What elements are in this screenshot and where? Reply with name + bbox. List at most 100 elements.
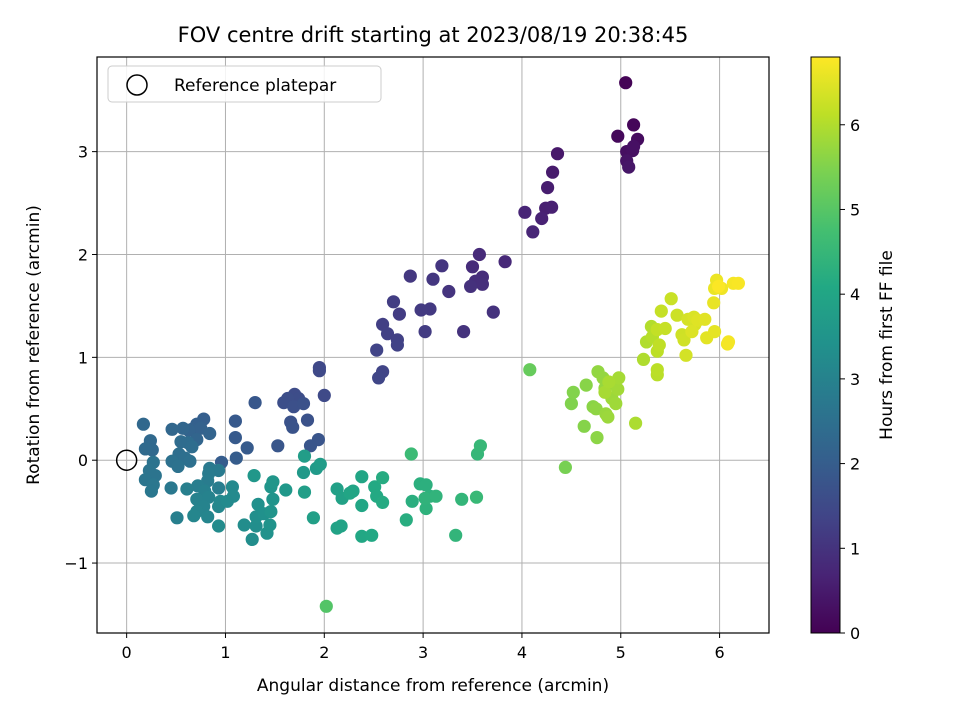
data-point: [355, 498, 369, 513]
data-point: [473, 439, 487, 453]
chart-title: FOV centre drift starting at 2023/08/19 …: [178, 23, 689, 47]
data-point: [486, 305, 500, 319]
legend-reference-marker: [126, 74, 148, 96]
data-point: [707, 296, 721, 310]
data-point: [545, 200, 559, 214]
data-point: [403, 269, 417, 283]
data-point: [376, 495, 390, 509]
data-point: [399, 513, 413, 527]
data-point: [303, 439, 318, 453]
data-point: [319, 599, 333, 613]
legend: Reference platepar: [107, 65, 382, 103]
data-point: [419, 478, 433, 492]
data-points: [136, 76, 746, 613]
data-point: [312, 364, 326, 378]
data-point: [313, 457, 327, 471]
data-point: [404, 447, 418, 461]
colorbar-ticks: 0 1 2 3 4 5 6: [840, 116, 860, 643]
y-tick-label: 3: [78, 143, 88, 162]
data-point: [457, 325, 471, 339]
data-point: [203, 426, 217, 441]
reference-platepar-marker: [115, 449, 138, 471]
data-point: [376, 471, 390, 485]
y-axis-label: Rotation from reference (arcmin): [24, 205, 44, 485]
data-point: [263, 518, 277, 532]
legend-label: Reference platepar: [174, 76, 336, 96]
colorbar-tick-label: 1: [850, 539, 860, 558]
data-point: [212, 481, 226, 495]
data-point: [240, 441, 254, 455]
data-point: [296, 397, 311, 411]
data-point: [297, 485, 312, 499]
data-point: [650, 363, 664, 377]
data-point: [579, 378, 593, 392]
data-point: [652, 338, 666, 352]
data-point: [392, 307, 406, 321]
data-point: [355, 470, 369, 484]
colorbar: 0 1 2 3 4 5 6 Hours from first FF file: [810, 56, 897, 643]
data-point: [386, 295, 401, 309]
colorbar-tick-label: 5: [850, 200, 860, 219]
data-point: [297, 449, 312, 463]
y-axis-ticks: −1 0 1 2 3: [64, 143, 97, 573]
data-point: [564, 397, 579, 411]
data-point: [541, 181, 555, 195]
data-point: [201, 510, 215, 524]
data-point: [212, 519, 226, 533]
data-point: [435, 259, 449, 273]
data-point: [317, 388, 331, 402]
x-tick-label: 2: [319, 643, 329, 662]
x-tick-label: 4: [517, 643, 527, 662]
data-point: [229, 451, 243, 465]
data-point: [286, 420, 300, 434]
data-point: [372, 371, 386, 385]
data-point: [228, 431, 242, 445]
data-point: [698, 312, 712, 326]
data-point: [558, 460, 573, 474]
data-point: [247, 469, 261, 483]
y-tick-label: 2: [78, 245, 88, 264]
data-point: [237, 518, 251, 532]
data-point: [277, 396, 291, 410]
y-tick-label: −1: [64, 554, 88, 573]
grid: [97, 57, 769, 633]
data-point: [654, 304, 668, 318]
data-point: [212, 463, 226, 478]
colorbar-tick-label: 2: [850, 455, 860, 474]
data-point: [414, 303, 428, 317]
colorbar-tick-label: 4: [850, 285, 860, 304]
data-point: [619, 76, 633, 90]
data-point: [612, 371, 626, 385]
data-point: [523, 363, 537, 377]
legend-box: [107, 65, 382, 103]
data-point: [455, 492, 469, 506]
data-point: [712, 279, 726, 293]
x-tick-label: 5: [616, 643, 626, 662]
data-point: [629, 416, 643, 430]
data-point: [469, 490, 484, 504]
data-point: [164, 481, 178, 495]
data-point: [264, 505, 278, 519]
data-point: [526, 225, 540, 239]
data-point: [380, 327, 395, 341]
data-point: [248, 396, 262, 410]
data-point: [180, 482, 194, 496]
data-point: [566, 385, 580, 399]
x-tick-label: 1: [220, 643, 230, 662]
data-point: [708, 325, 722, 339]
colorbar-gradient: [810, 56, 841, 634]
plot-frame: [96, 56, 770, 634]
colorbar-tick-label: 3: [850, 370, 860, 389]
colorbar-tick-label: 6: [850, 116, 860, 135]
data-point: [429, 489, 443, 503]
data-point: [464, 279, 478, 293]
data-point: [550, 147, 565, 161]
data-point: [343, 486, 357, 500]
data-point: [176, 421, 190, 435]
x-axis-label: Angular distance from reference (arcmin): [257, 676, 609, 696]
data-point: [138, 442, 152, 456]
data-point: [306, 511, 320, 525]
data-point: [472, 247, 486, 262]
data-point: [365, 528, 379, 542]
data-point: [136, 417, 150, 431]
